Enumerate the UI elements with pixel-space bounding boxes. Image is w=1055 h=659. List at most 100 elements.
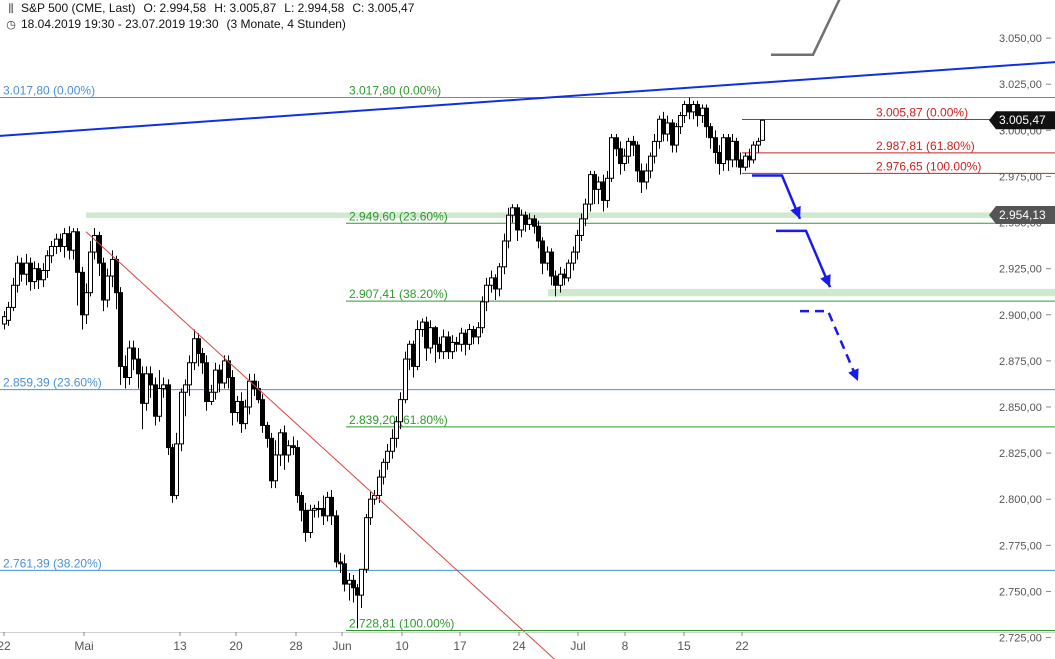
y-tick-label: 2.850,00 <box>999 402 1042 414</box>
candle-body <box>62 233 67 248</box>
candle <box>657 115 662 149</box>
candle-body <box>269 437 274 482</box>
candle <box>536 220 541 249</box>
x-tick-label: 20 <box>229 639 243 653</box>
candle-body <box>88 251 93 294</box>
candle-body <box>273 454 278 482</box>
red-downtrend-line <box>85 231 555 659</box>
candle-body <box>54 238 59 248</box>
candle <box>118 287 123 385</box>
candle-body <box>441 336 446 353</box>
candle-body <box>467 329 472 345</box>
candle <box>558 266 563 293</box>
candle-body <box>153 384 158 417</box>
candle <box>407 340 412 371</box>
candle-body <box>420 321 425 331</box>
candle <box>730 134 735 168</box>
candle-body <box>454 341 459 345</box>
candle <box>695 100 700 127</box>
candle <box>639 163 644 194</box>
candle <box>415 320 420 371</box>
candle-body <box>84 292 89 316</box>
axes[interactable]: 3.050,003.025,003.000,002.975,002.950,00… <box>0 33 1055 653</box>
candle <box>743 152 748 171</box>
candle-body <box>665 122 670 135</box>
candle-body <box>148 373 153 386</box>
candle <box>454 336 459 352</box>
candle <box>635 141 640 182</box>
candle <box>428 320 433 354</box>
candle <box>161 377 166 398</box>
candle-body <box>200 353 205 364</box>
candle <box>553 270 558 297</box>
price-badge-bg <box>989 205 1055 224</box>
candle-body <box>459 332 464 345</box>
candle-body <box>32 268 37 283</box>
candle-body <box>721 137 726 165</box>
candle-body <box>571 251 576 264</box>
candle <box>291 436 296 455</box>
candle-body <box>123 365 128 378</box>
candle-body <box>312 507 317 511</box>
candle-body <box>691 104 696 113</box>
candle-body <box>575 234 580 253</box>
candle-body <box>377 476 382 497</box>
candle-body <box>58 238 63 248</box>
candle-body <box>24 262 29 275</box>
price-badge-label: 2.954,13 <box>999 208 1046 222</box>
x-tick-label: 24 <box>512 639 526 653</box>
candle-body <box>67 233 72 251</box>
candle-body <box>437 343 442 353</box>
candle-body <box>704 107 709 128</box>
candle <box>58 233 63 253</box>
candle-body <box>260 399 265 426</box>
candle-body <box>558 273 563 286</box>
candle <box>62 228 67 258</box>
candle-body <box>506 214 511 242</box>
candle-body <box>15 262 20 286</box>
candle-body <box>183 384 188 393</box>
candle <box>114 255 119 310</box>
candle <box>433 325 438 363</box>
fib-label-red-8: 3.005,87 (0.00%) <box>876 106 968 120</box>
candle <box>480 296 485 334</box>
arrow-down-2-head <box>820 274 831 288</box>
candle-body <box>140 373 145 404</box>
candle-body <box>484 284 489 303</box>
support-zone-1 <box>86 212 1055 218</box>
candle <box>377 469 382 503</box>
candle <box>321 495 326 526</box>
candle <box>334 510 339 568</box>
low-value: L: 2.994,58 <box>284 1 345 15</box>
candle-body <box>390 437 395 452</box>
candle <box>105 268 110 308</box>
candle-body <box>639 170 644 183</box>
candle-body <box>28 262 33 283</box>
candle <box>54 233 59 254</box>
candle <box>665 115 670 142</box>
candle <box>140 366 145 430</box>
candle-body <box>204 362 209 402</box>
candle-body <box>433 327 438 345</box>
candle-body <box>174 443 179 497</box>
candle-body <box>480 301 485 329</box>
candle <box>299 491 304 522</box>
candle <box>527 213 532 230</box>
candle <box>157 370 162 422</box>
candles <box>2 97 765 629</box>
candle-body <box>222 360 227 384</box>
candle-body <box>49 246 54 257</box>
candle <box>226 355 231 389</box>
candle <box>626 137 631 164</box>
candle <box>136 347 141 389</box>
open-value: O: 2.994,58 <box>143 1 207 15</box>
candle <box>411 340 416 378</box>
candle <box>19 257 24 282</box>
candle <box>631 135 636 157</box>
candle <box>239 392 244 433</box>
candle <box>670 119 675 153</box>
chart-interval: (3 Monate, 4 Stunden) <box>226 17 346 31</box>
candle <box>463 329 468 356</box>
candle-body <box>592 174 597 190</box>
candle-body <box>75 231 80 273</box>
